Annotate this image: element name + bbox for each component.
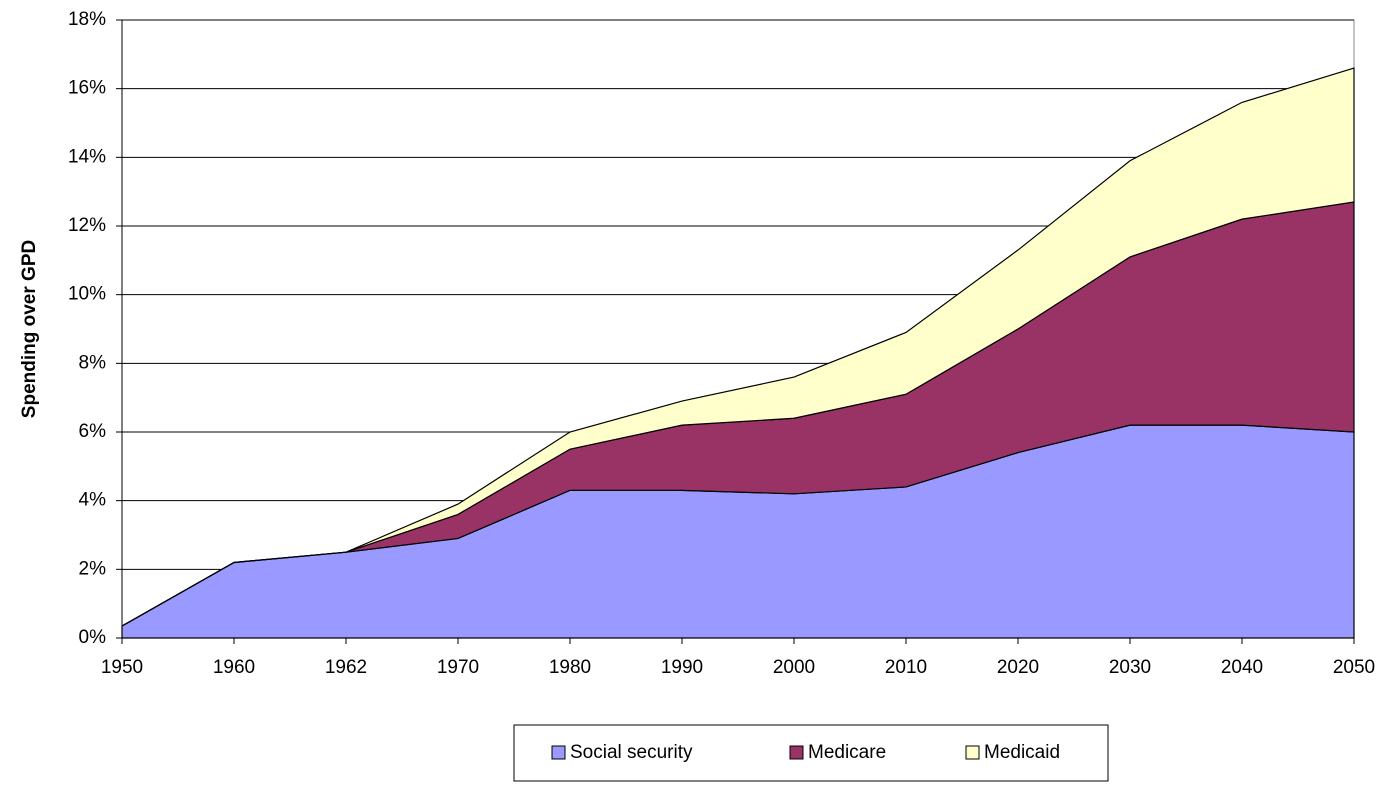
area	[121, 67, 1355, 627]
legend-label: Social security	[570, 742, 693, 763]
x-tick-label: 1980	[549, 657, 591, 678]
legend-swatch	[789, 745, 804, 760]
y-tick-label: 14%	[68, 146, 106, 167]
x-tick-label: 1970	[437, 657, 479, 678]
x-tick-label: 1950	[101, 657, 143, 678]
x-tick-label: 1962	[325, 657, 367, 678]
legend-label: Medicare	[808, 742, 886, 763]
x-tick-label: 2020	[997, 657, 1039, 678]
y-tick-label: 18%	[68, 9, 106, 30]
x-tick-label: 2010	[885, 657, 927, 678]
x-tick-label: 1990	[661, 657, 703, 678]
y-tick-label: 4%	[79, 490, 107, 511]
y-tick-label: 2%	[79, 558, 107, 579]
y-tick-label: 6%	[79, 421, 107, 442]
y-tick-label: 16%	[68, 78, 106, 99]
y-tick-label: 0%	[79, 627, 107, 648]
x-tick-label: 2000	[773, 657, 815, 678]
legend-swatch	[965, 745, 980, 760]
y-tick-label: 10%	[68, 284, 106, 305]
legend-swatch	[551, 745, 566, 760]
x-tick-label: 2050	[1333, 657, 1375, 678]
legend	[513, 724, 1109, 782]
x-tick-label: 2040	[1221, 657, 1263, 678]
x-tick-label: 2030	[1109, 657, 1151, 678]
y-axis-title: Spending over GPD	[19, 240, 40, 418]
y-tick-label: 8%	[79, 352, 107, 373]
y-tick-label: 12%	[68, 215, 106, 236]
x-tick-label: 1960	[213, 657, 255, 678]
legend-label: Medicaid	[984, 742, 1060, 763]
